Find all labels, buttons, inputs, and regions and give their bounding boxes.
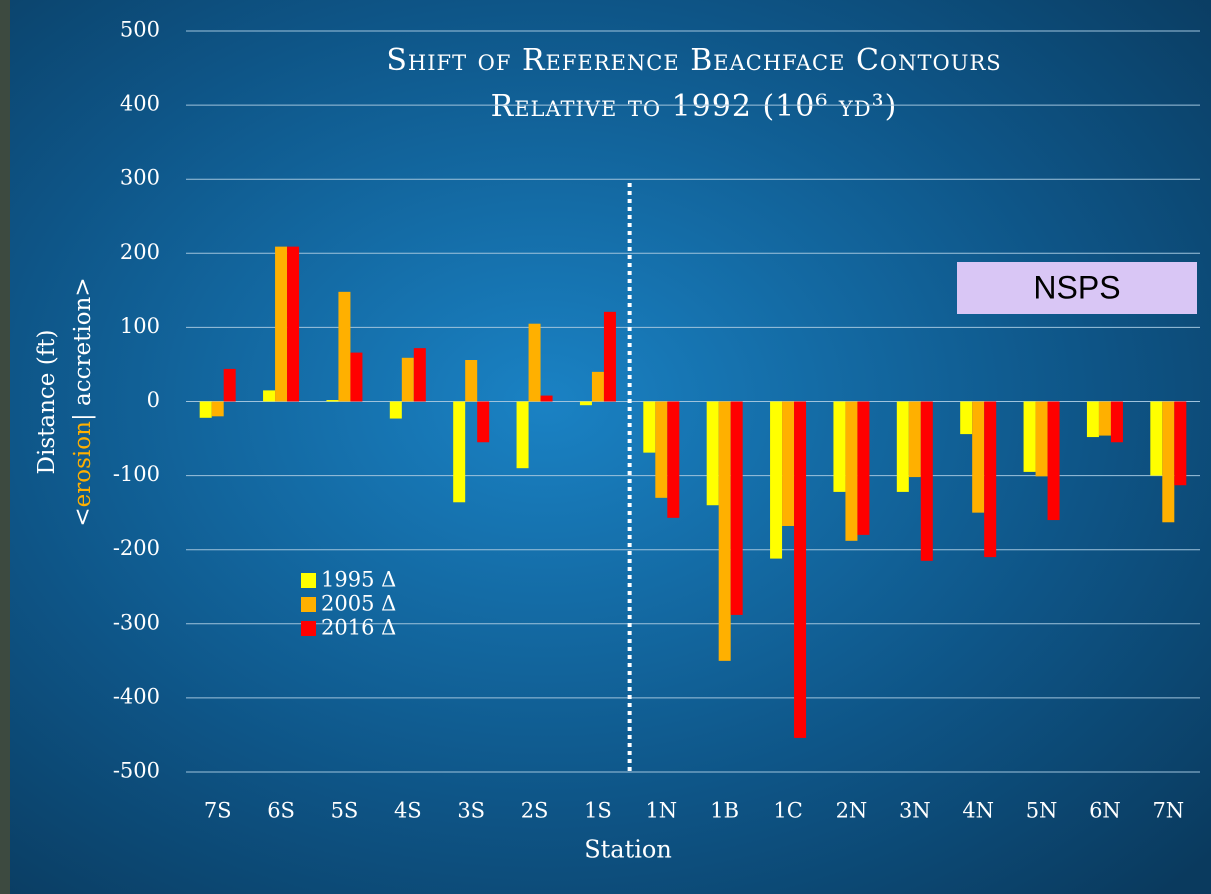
x-tick-label: 5S [331, 799, 359, 823]
bar [465, 360, 477, 401]
y-tick-label: -400 [113, 684, 160, 708]
x-tick-label: 7S [204, 799, 232, 823]
bar [984, 402, 996, 558]
bar [1087, 402, 1099, 438]
legend-label: 2005 Δ [321, 592, 396, 616]
x-tick-label: 6S [267, 799, 295, 823]
bar [833, 402, 845, 492]
bar [1162, 402, 1174, 523]
bar [414, 348, 426, 401]
chart-title: Shift of Reference Beachface Contours [386, 43, 1001, 78]
legend-label: 2016 Δ [321, 616, 396, 640]
y-axis-note-part: erosion [70, 421, 96, 507]
y-tick-label: -300 [113, 610, 160, 634]
bar [453, 402, 465, 503]
bar [263, 390, 275, 401]
bar [1048, 402, 1060, 521]
bar [845, 402, 857, 541]
bar [517, 402, 529, 469]
bar [326, 400, 338, 401]
bar [1150, 402, 1162, 476]
x-tick-label: 3S [457, 799, 485, 823]
y-tick-label: 400 [120, 92, 160, 116]
bar [782, 402, 794, 526]
x-axis-label: Station [584, 836, 672, 864]
left-edge [0, 0, 10, 894]
bar [667, 402, 679, 518]
y-tick-label: -200 [113, 536, 160, 560]
y-axis-note-part: < [70, 507, 96, 526]
chart: Shift of Reference Beachface Contours Re… [0, 0, 1211, 894]
y-tick-label: 0 [147, 388, 160, 412]
x-tick-label: 1S [584, 799, 612, 823]
bar [200, 402, 212, 418]
bar [972, 402, 984, 513]
bar [224, 369, 236, 402]
bar [287, 247, 299, 402]
bar [477, 402, 489, 443]
legend-label: 1995 Δ [321, 568, 396, 592]
x-tick-label: 5N [1026, 799, 1058, 823]
x-tick-label: 6N [1089, 799, 1121, 823]
bar [1036, 402, 1048, 477]
x-tick-label: 1N [645, 799, 677, 823]
legend-swatch [301, 621, 316, 636]
y-tick-label: -500 [113, 759, 160, 783]
y-tick-label: 100 [120, 314, 160, 338]
bar [529, 324, 541, 402]
x-tick-label: 2N [836, 799, 868, 823]
bar [1111, 402, 1123, 443]
x-tick-label: 7N [1152, 799, 1184, 823]
page: {"chart_data": {"type": "bar", "title": … [0, 0, 1211, 894]
y-axis-label: Distance (ft) [34, 330, 60, 475]
bar [731, 402, 743, 615]
y-axis-note: <erosion| accretion> [70, 277, 96, 526]
chart-subtitle: Relative to 1992 (10⁶ yd³) [491, 89, 898, 124]
y-axis-note-part: | accretion> [70, 277, 96, 421]
y-tick-label: 500 [120, 18, 160, 42]
bar [338, 292, 350, 402]
bar [655, 402, 667, 498]
bar [1099, 402, 1111, 436]
bar [897, 402, 909, 492]
bar [770, 402, 782, 559]
y-tick-label: 200 [120, 240, 160, 264]
bar [643, 402, 655, 453]
legend-swatch [301, 597, 316, 612]
bar [541, 396, 553, 402]
bar [857, 402, 869, 535]
bar [350, 353, 362, 402]
bar [275, 247, 287, 402]
bar [1024, 402, 1036, 472]
annotation: NSPS [1033, 269, 1120, 305]
legend-swatch [301, 573, 316, 588]
x-tick-label: 1B [710, 799, 739, 823]
x-tick-label: 1C [773, 799, 802, 823]
x-tick-label: 4S [394, 799, 422, 823]
bar [212, 402, 224, 417]
bar [794, 402, 806, 738]
bar [719, 402, 731, 661]
x-tick-label: 2S [521, 799, 549, 823]
bar [580, 402, 592, 406]
bar [960, 402, 972, 435]
bar [921, 402, 933, 561]
y-tick-label: 300 [120, 166, 160, 190]
bar [592, 372, 604, 402]
bar [1174, 402, 1186, 486]
x-tick-label: 4N [962, 799, 994, 823]
bar [707, 402, 719, 506]
bar [909, 402, 921, 478]
bar [402, 358, 414, 402]
x-tick-label: 3N [899, 799, 931, 823]
bar [604, 312, 616, 402]
bar [390, 402, 402, 419]
y-tick-label: -100 [113, 462, 160, 486]
